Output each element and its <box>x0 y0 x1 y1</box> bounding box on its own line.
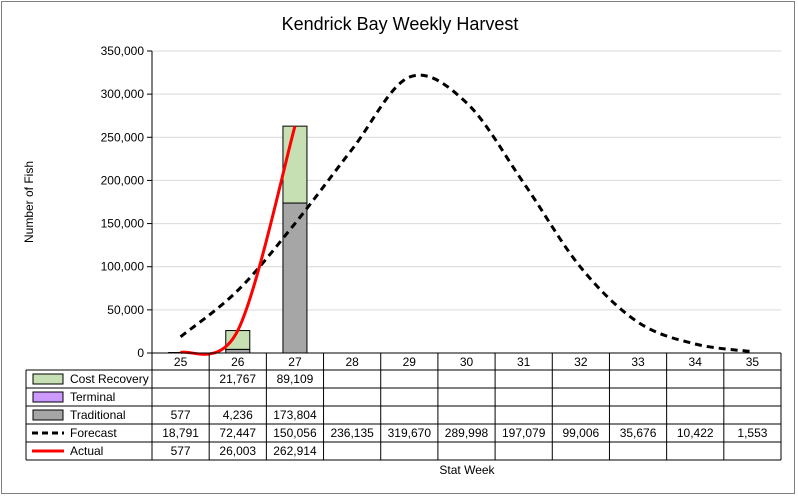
table-cell: 150,056 <box>273 426 317 440</box>
table-cell: 577 <box>171 408 191 422</box>
x-tick-label: 26 <box>231 355 245 369</box>
table-cell: 236,135 <box>330 426 374 440</box>
x-tick-label: 33 <box>631 355 645 369</box>
legend-label-cost-recovery: Cost Recovery <box>70 372 149 386</box>
legend-key-cost-recovery <box>32 373 64 385</box>
table-cell: 173,804 <box>273 408 317 422</box>
table-cell: 18,791 <box>162 426 199 440</box>
table-cell: 289,998 <box>445 426 489 440</box>
y-tick-label: 300,000 <box>101 87 145 101</box>
x-tick-label: 35 <box>746 355 760 369</box>
chart-title: Kendrick Bay Weekly Harvest <box>282 14 519 34</box>
x-tick-label: 34 <box>689 355 703 369</box>
y-tick-label: 350,000 <box>101 44 145 58</box>
y-tick-label: 200,000 <box>101 173 145 187</box>
table-cell: 4,236 <box>223 408 253 422</box>
table-cell: 262,914 <box>273 444 317 458</box>
x-tick-label: 29 <box>403 355 417 369</box>
table-cell: 577 <box>171 444 191 458</box>
grid-layer <box>152 50 781 311</box>
data-table: 25 26 27 28 29 30 31 32 33 34 35 Cost Recovery 21,76… <box>25 353 782 461</box>
table-cell: 21,767 <box>219 372 256 386</box>
x-tick-label: 25 <box>174 355 188 369</box>
table-cell: 1,553 <box>737 426 767 440</box>
y-tick-label: 100,000 <box>101 260 145 274</box>
table-cell: 35,676 <box>620 426 657 440</box>
y-tick-label: 150,000 <box>101 217 145 231</box>
bar-traditional <box>225 348 251 354</box>
legend-label-traditional: Traditional <box>70 408 126 422</box>
series-line-forecast <box>179 73 753 354</box>
table-cell: 319,670 <box>388 426 432 440</box>
x-tick-label: 28 <box>345 355 359 369</box>
table-cell: 72,447 <box>219 426 256 440</box>
x-tick-label: 32 <box>574 355 588 369</box>
legend-label-forecast: Forecast <box>70 426 117 440</box>
table-cell: 10,422 <box>677 426 714 440</box>
legend-key-traditional <box>32 409 64 421</box>
x-axis-label: Stat Week <box>439 463 495 477</box>
legend-key-terminal <box>32 391 64 403</box>
y-tick-label: 50,000 <box>107 303 144 317</box>
legend-label-actual: Actual <box>70 444 103 458</box>
x-tick-label: 27 <box>288 355 302 369</box>
x-tick-label: 31 <box>517 355 531 369</box>
y-tick-label: 250,000 <box>101 130 145 144</box>
series-line-actual <box>180 125 297 356</box>
x-tick-label: 30 <box>460 355 474 369</box>
table-cell: 26,003 <box>219 444 256 458</box>
table-cell: 89,109 <box>277 372 314 386</box>
lines-layer <box>179 73 753 356</box>
legend-label-terminal: Terminal <box>70 390 115 404</box>
table-cell: 99,006 <box>563 426 600 440</box>
table-cell: 197,079 <box>502 426 546 440</box>
axis-layer: 0 50,000 100,000 150,000 200,000 250,000 300,0… <box>101 44 781 360</box>
y-axis-label: Number of Fish <box>22 161 36 243</box>
y-tick-label: 0 <box>137 346 144 360</box>
